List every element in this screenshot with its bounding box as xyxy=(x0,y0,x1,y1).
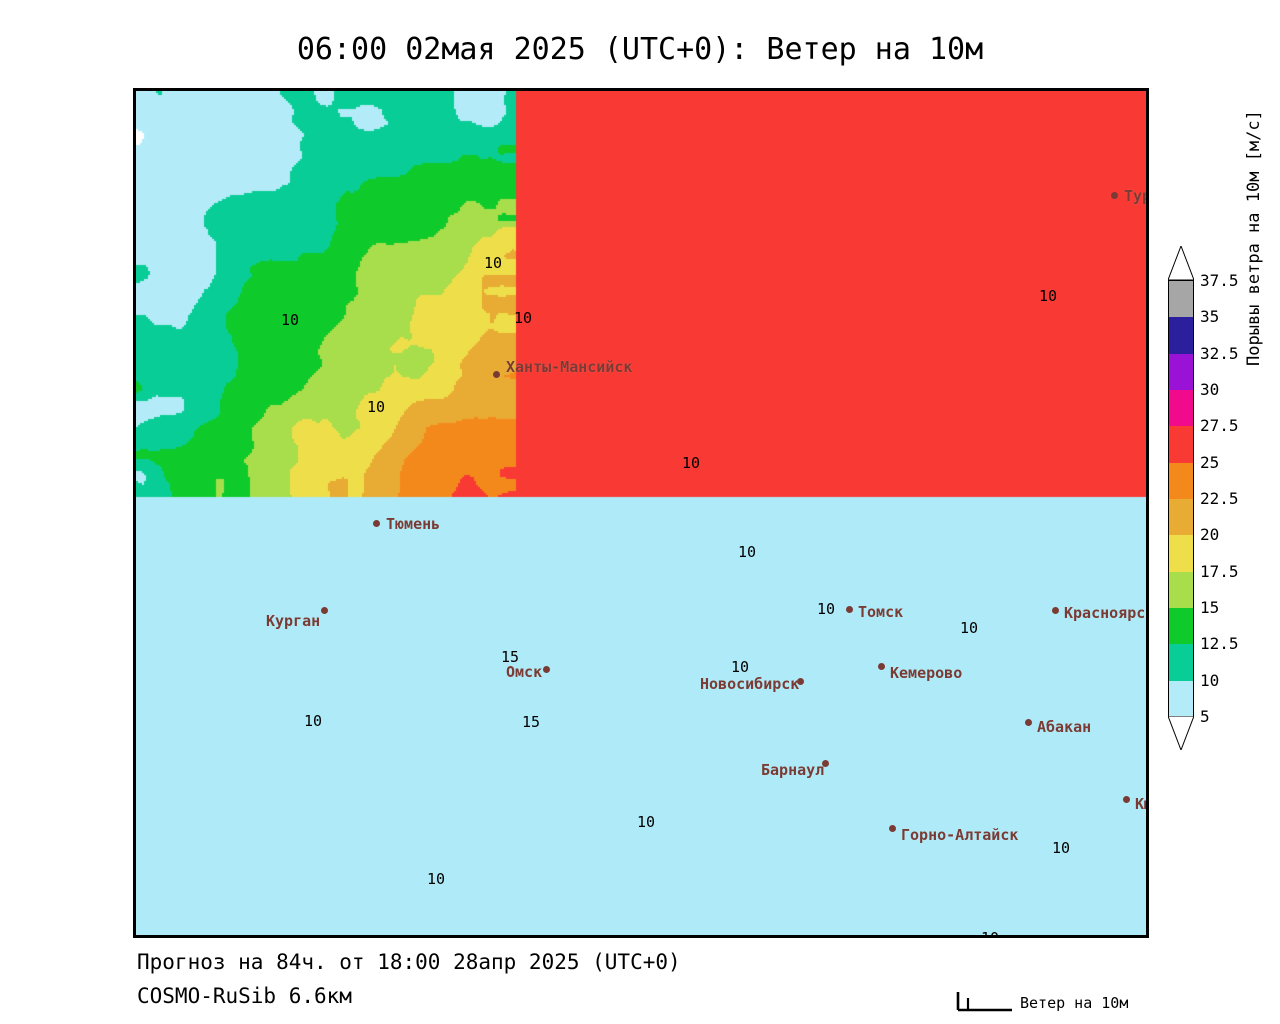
contour-label: 10 xyxy=(738,543,757,561)
colorbar-band-17.5-20 xyxy=(1169,535,1193,572)
colorbar-tick-12.5: 12.5 xyxy=(1200,634,1239,654)
city-label: Кемерово xyxy=(890,664,963,682)
colorbar-tick-10: 10 xyxy=(1200,670,1220,690)
colorbar-tick-22.5: 22.5 xyxy=(1200,489,1239,508)
colorbar-band-15-17.5 xyxy=(1169,571,1193,608)
contour-label: 10 xyxy=(981,929,1000,938)
city-label: Курган xyxy=(266,612,321,630)
colorbar-band-5-10 xyxy=(1169,680,1193,717)
contour-label: 15 xyxy=(522,713,541,731)
colorbar-band-20-22.5 xyxy=(1169,498,1193,536)
city-label: Тюмень xyxy=(386,515,441,533)
model-info: COSMO-RuSib 6.6км xyxy=(137,984,352,1008)
colorbar-tick-32.5: 32.5 xyxy=(1200,343,1239,363)
wind-field-canvas xyxy=(136,91,1146,935)
colorbar-bottom-arrow-icon xyxy=(1168,716,1194,750)
colorbar-band-27.5-30 xyxy=(1169,389,1193,427)
colorbar-bands xyxy=(1168,280,1194,717)
city-label: Кызыл xyxy=(1135,795,1146,813)
city-label: Абакан xyxy=(1037,718,1092,736)
colorbar-axis-label: Порывы ветра на 10м [м/с] xyxy=(1244,110,1264,366)
city-marker xyxy=(889,825,896,832)
colorbar-tick-17.5: 17.5 xyxy=(1200,561,1239,581)
city-marker xyxy=(878,663,885,670)
city-marker xyxy=(797,678,804,685)
contour-label: 10 xyxy=(484,254,503,272)
contour-label: 10 xyxy=(817,600,836,618)
city-marker xyxy=(493,371,500,378)
forecast-info: Прогноз на 84ч. от 18:00 28апр 2025 (UTC… xyxy=(137,950,681,974)
contour-label: 10 xyxy=(514,309,533,327)
wind-barb-icon xyxy=(956,992,1012,1012)
city-label: Красноярск xyxy=(1064,604,1149,622)
contour-label: 10 xyxy=(367,398,386,416)
contour-label: 10 xyxy=(731,658,750,676)
colorbar-tick-37.5: 37.5 xyxy=(1200,271,1239,290)
contour-label: 15 xyxy=(501,648,520,666)
city-label: Томск xyxy=(858,603,904,621)
colorbar-tick-27.5: 27.5 xyxy=(1200,416,1239,436)
colorbar-tick-15: 15 xyxy=(1200,598,1220,617)
colorbar-band-32.5-35 xyxy=(1169,317,1193,354)
colorbar-band-12.5-15 xyxy=(1169,607,1193,645)
city-label: Ханты-Мансийск xyxy=(506,358,633,376)
contour-label: 10 xyxy=(1052,839,1071,857)
wind-barb-legend: Ветер на 10м xyxy=(950,988,1250,1018)
contour-label: 10 xyxy=(1039,287,1058,305)
page-title: 06:00 02мая 2025 (UTC+0): Ветер на 10м xyxy=(296,32,984,67)
city-marker xyxy=(543,666,550,673)
city-label: Горно-Алтайск xyxy=(901,826,1019,844)
contour-label: 10 xyxy=(682,454,701,472)
contour-label: 10 xyxy=(281,311,300,329)
contour-label: 10 xyxy=(427,870,446,888)
colorbar: 37.5 35 32.5 30 27.5 25 22.5 20 17.5 15 12.5 10 5 По… xyxy=(1160,110,1280,786)
contour-label: 10 xyxy=(304,712,323,730)
wind-barb-legend-label: Ветер на 10м xyxy=(1020,994,1129,1012)
city-marker xyxy=(1111,192,1118,199)
city-label: Тура xyxy=(1124,187,1146,205)
city-marker xyxy=(1052,607,1059,614)
city-label: Барнаул xyxy=(761,761,825,779)
colorbar-band-25-27.5 xyxy=(1169,426,1193,463)
colorbar-tick-20: 20 xyxy=(1200,525,1220,545)
city-marker xyxy=(373,520,380,527)
colorbar-tick-25: 25 xyxy=(1200,452,1220,472)
weather-map[interactable]: Тура Ханты-Мансийск Тюмень Курган Омск Новоси… xyxy=(133,88,1149,938)
city-marker xyxy=(1123,796,1130,803)
city-marker xyxy=(321,607,328,614)
city-label: Новосибирск xyxy=(700,675,800,693)
colorbar-tick-30: 30 xyxy=(1200,380,1220,399)
colorbar-band-22.5-25 xyxy=(1169,462,1193,499)
colorbar-tick-35: 35 xyxy=(1200,307,1220,327)
city-label: Омск xyxy=(506,663,543,681)
colorbar-top-arrow-icon xyxy=(1168,246,1194,280)
contour-label: 10 xyxy=(1146,920,1149,938)
city-marker xyxy=(822,760,829,767)
colorbar-band-35-37.5 xyxy=(1169,281,1193,318)
city-marker xyxy=(1025,719,1032,726)
colorbar-band-30-32.5 xyxy=(1169,353,1193,390)
contour-label: 10 xyxy=(960,619,979,637)
colorbar-band-10-12.5 xyxy=(1169,644,1193,681)
colorbar-tick-5: 5 xyxy=(1200,707,1210,726)
city-marker xyxy=(846,606,853,613)
contour-label: 10 xyxy=(637,813,656,831)
